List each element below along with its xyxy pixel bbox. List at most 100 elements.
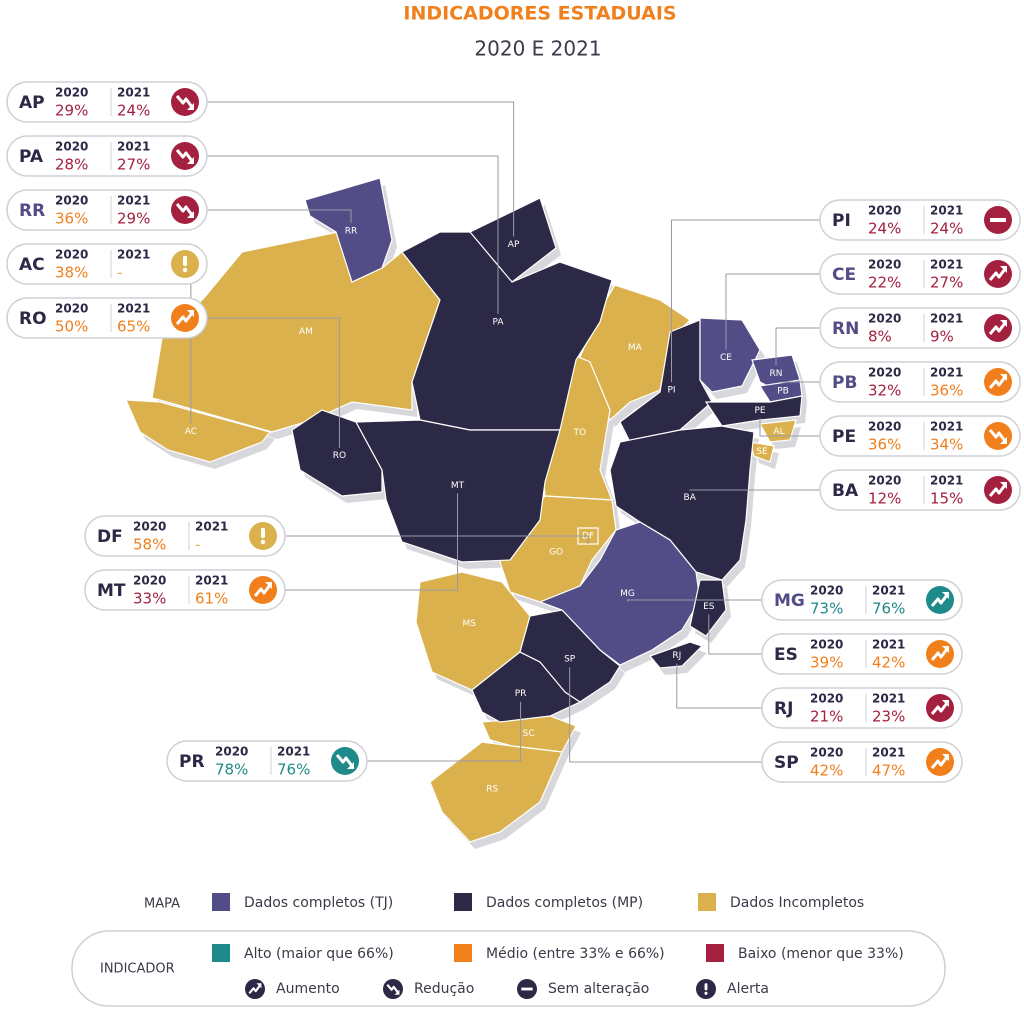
icon-glyph xyxy=(394,989,400,995)
state-shape xyxy=(699,317,761,393)
state-code: CE xyxy=(832,265,856,285)
state-code: AC xyxy=(19,255,45,275)
legend-swatch xyxy=(706,944,724,962)
icon-glyph xyxy=(930,702,949,715)
icon-glyph xyxy=(990,218,1006,222)
state-label: ES xyxy=(703,602,715,612)
year-label: 2021 xyxy=(930,204,963,218)
icon-glyph xyxy=(704,983,708,991)
value-2021: 34% xyxy=(930,436,963,454)
year-label: 2020 xyxy=(133,520,166,534)
value-2021: 9% xyxy=(930,328,954,346)
state-code: BA xyxy=(832,481,859,501)
value-2020: 22% xyxy=(868,274,901,292)
year-label: 2021 xyxy=(930,258,963,272)
state-label: SP xyxy=(564,655,576,665)
state-label: MT xyxy=(451,481,465,491)
year-label: 2021 xyxy=(117,140,150,154)
value-2021: 47% xyxy=(872,762,905,780)
state-label: SC xyxy=(523,729,535,739)
callout-frame xyxy=(761,579,963,621)
icon-glyph xyxy=(335,754,354,767)
year-label: 2021 xyxy=(930,312,963,326)
leader-line xyxy=(285,493,459,591)
state-label: AP xyxy=(508,240,520,250)
state-callout: BA 2020 12% 2021 15% xyxy=(819,469,1021,511)
state-label: PR xyxy=(515,689,527,699)
icon-glyph xyxy=(187,157,194,164)
state-label: PE xyxy=(754,406,765,416)
leader-line xyxy=(207,317,340,448)
year-label: 2021 xyxy=(277,745,310,759)
callout-frame xyxy=(761,741,963,783)
year-label: 2021 xyxy=(872,584,905,598)
callout-frame xyxy=(6,297,208,339)
trend-icon xyxy=(249,576,277,604)
state-label: AC xyxy=(185,427,197,437)
icon-glyph xyxy=(175,149,194,162)
state-callout: MT 2020 33% 2021 61% xyxy=(84,569,286,611)
state-label: AL xyxy=(773,427,784,437)
trend-icon xyxy=(245,979,265,999)
year-label: 2020 xyxy=(810,746,843,760)
state-shape xyxy=(689,579,727,637)
year-label: 2021 xyxy=(930,420,963,434)
icon-glyph xyxy=(248,984,261,994)
state-label: RO xyxy=(333,451,346,461)
state-label: SE xyxy=(756,447,768,457)
value-2021: - xyxy=(195,536,200,554)
callout-frame xyxy=(819,415,1021,457)
state-shape xyxy=(749,441,775,463)
state-label: AM xyxy=(299,327,313,337)
state-label: PA xyxy=(492,317,504,327)
value-2021: 27% xyxy=(117,156,150,174)
legend-label: Dados completos (TJ) xyxy=(244,895,393,911)
state-label: MG xyxy=(620,589,635,599)
state-shape xyxy=(304,177,393,283)
title: INDICADORES ESTADUAIS xyxy=(403,3,676,25)
state-code: RR xyxy=(19,201,45,221)
icon-glyph xyxy=(1000,437,1007,444)
icon-glyph xyxy=(930,756,949,769)
value-2020: 32% xyxy=(868,382,901,400)
leader-line xyxy=(759,418,820,437)
state-shape xyxy=(291,409,383,497)
leader-line xyxy=(207,101,515,237)
trend-icon xyxy=(984,260,1012,288)
trend-icon xyxy=(926,586,954,614)
state-callout: PA 2020 28% 2021 27% xyxy=(6,135,208,177)
legend-swatch xyxy=(212,893,230,911)
icon-glyph xyxy=(988,484,1007,497)
value-2020: 24% xyxy=(868,220,901,238)
leader-line xyxy=(671,219,820,382)
state-label: GO xyxy=(549,548,563,558)
icon-glyph xyxy=(187,310,194,317)
year-label: 2021 xyxy=(872,692,905,706)
leader-line xyxy=(207,155,499,314)
state-callout: ES 2020 39% 2021 42% xyxy=(761,633,963,675)
state-callout: AC 2020 38% 2021 - xyxy=(6,243,208,285)
state-label: RN xyxy=(770,369,783,379)
state-label: BA xyxy=(684,493,697,503)
state-label: RJ xyxy=(672,651,681,661)
year-label: 2021 xyxy=(872,746,905,760)
year-label: 2020 xyxy=(215,745,248,759)
value-2020: 33% xyxy=(133,590,166,608)
icon-glyph xyxy=(942,592,949,599)
state-shape xyxy=(429,741,563,843)
legend-title: MAPA xyxy=(144,897,180,912)
year-label: 2020 xyxy=(868,258,901,272)
icon-glyph xyxy=(988,376,1007,389)
state-code: AP xyxy=(19,93,45,113)
subtitle: 2020 E 2021 xyxy=(474,37,601,61)
state-shape xyxy=(125,399,272,463)
trend-icon xyxy=(171,304,199,332)
legend-label: Aumento xyxy=(276,981,340,997)
trend-icon xyxy=(984,314,1012,342)
value-2021: - xyxy=(117,264,122,282)
callout-frame xyxy=(761,687,963,729)
state-callout: PE 2020 36% 2021 34% xyxy=(819,415,1021,457)
year-label: 2021 xyxy=(930,366,963,380)
icon-glyph xyxy=(386,984,399,994)
